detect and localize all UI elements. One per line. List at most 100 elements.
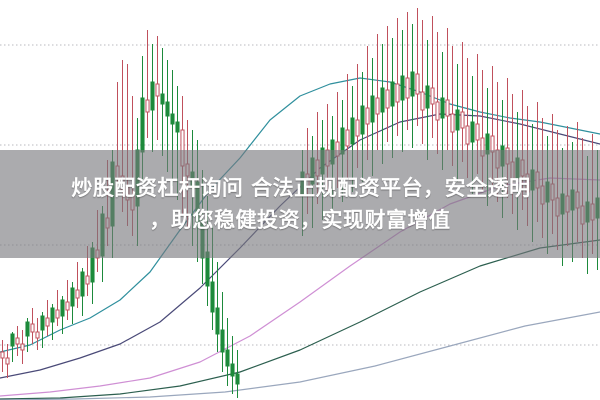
candle-body [160, 93, 165, 105]
candlestick [145, 30, 150, 138]
candle-body [385, 89, 390, 109]
candle-body [230, 363, 235, 377]
candle-body [375, 97, 380, 115]
candle-body [355, 119, 360, 137]
promo-banner-line-1: 炒股配资杠杆询问 合法正规配资平台，安全透明 [71, 176, 531, 200]
candle-body [0, 351, 5, 359]
candle-body [225, 349, 230, 367]
candlestick [70, 282, 75, 324]
candle-body [145, 99, 150, 113]
candle-body [455, 109, 460, 131]
candlestick [25, 318, 30, 352]
candlestick [395, 18, 400, 136]
candlestick [75, 262, 80, 308]
candle-body [460, 111, 465, 129]
candle-body [440, 97, 445, 119]
candlestick [50, 304, 55, 340]
candlestick [0, 340, 5, 372]
candle-body [365, 107, 370, 125]
candlestick [40, 312, 45, 348]
candle-body [435, 101, 440, 121]
candlestick [380, 44, 385, 164]
candlestick [375, 34, 380, 150]
candlestick [445, 28, 450, 150]
candle-body [360, 105, 365, 135]
candle-body [380, 87, 385, 113]
candlestick [55, 290, 60, 326]
candlestick [420, 20, 425, 144]
candlestick [30, 308, 35, 344]
candlestick [155, 36, 160, 140]
candle-body [15, 337, 20, 345]
candle-body [395, 83, 400, 103]
candle-body [400, 75, 405, 101]
candlestick [45, 300, 50, 336]
candle-body [35, 331, 40, 339]
candlestick [435, 32, 440, 154]
candlestick [235, 350, 240, 398]
candle-body [430, 87, 435, 105]
candlestick [415, 8, 420, 126]
promo-banner: 炒股配资杠杆询问 合法正规配资平台，安全透明 ，助您稳健投资，实现财富增值 [0, 150, 600, 258]
candle-body [65, 301, 70, 311]
candlestick [410, 24, 415, 148]
candlestick [150, 44, 155, 152]
candlestick [215, 262, 220, 352]
candle-body [5, 357, 10, 365]
candle-body [50, 307, 55, 323]
candlestick [425, 40, 430, 160]
candle-body [80, 271, 85, 297]
candle-body [140, 97, 145, 153]
candlestick [400, 30, 405, 152]
candle-body [175, 121, 180, 133]
candlestick [450, 46, 455, 166]
candlestick [60, 296, 65, 334]
candle-body [70, 287, 75, 307]
candle-body [85, 275, 90, 285]
candlestick [10, 332, 15, 362]
candlestick [385, 26, 390, 142]
candlestick [225, 318, 230, 386]
candle-body [170, 113, 175, 125]
candle-body [155, 83, 160, 97]
candlestick [230, 336, 235, 394]
candle-body [445, 99, 450, 117]
candlestick [160, 48, 165, 156]
candle-body [60, 299, 65, 317]
ma-line-ma5 [0, 77, 600, 353]
promo-banner-line-2: ，助您稳健投资，实现财富增值 [149, 208, 451, 232]
candlestick [390, 38, 395, 158]
candle-body [345, 129, 350, 147]
candle-body [210, 281, 215, 313]
candlestick [80, 268, 85, 316]
candle-body [150, 81, 155, 111]
candle-body [350, 117, 355, 145]
candlestick [430, 16, 435, 138]
candle-body [55, 309, 60, 319]
candle-body [415, 73, 420, 95]
candle-body [30, 323, 35, 333]
candlestick [20, 330, 25, 364]
candle-body [215, 307, 220, 335]
candlestick [365, 46, 370, 160]
candle-body [235, 373, 240, 385]
candle-body [45, 317, 50, 327]
candlestick [65, 280, 70, 320]
candle-body [475, 123, 480, 141]
candle-body [410, 71, 415, 97]
candle-body [465, 125, 470, 145]
ma-line-ma120 [0, 311, 600, 400]
candle-body [420, 91, 425, 111]
candlestick [460, 42, 465, 162]
candlestick [5, 344, 10, 378]
candle-body [390, 81, 395, 107]
candle-body [10, 333, 15, 347]
candle-body [20, 343, 25, 351]
ma-line-ma60 [0, 239, 600, 400]
candle-body [405, 77, 410, 99]
candlestick [35, 318, 40, 350]
candlestick [15, 326, 20, 356]
candle-body [425, 85, 430, 109]
candle-body [75, 289, 80, 299]
